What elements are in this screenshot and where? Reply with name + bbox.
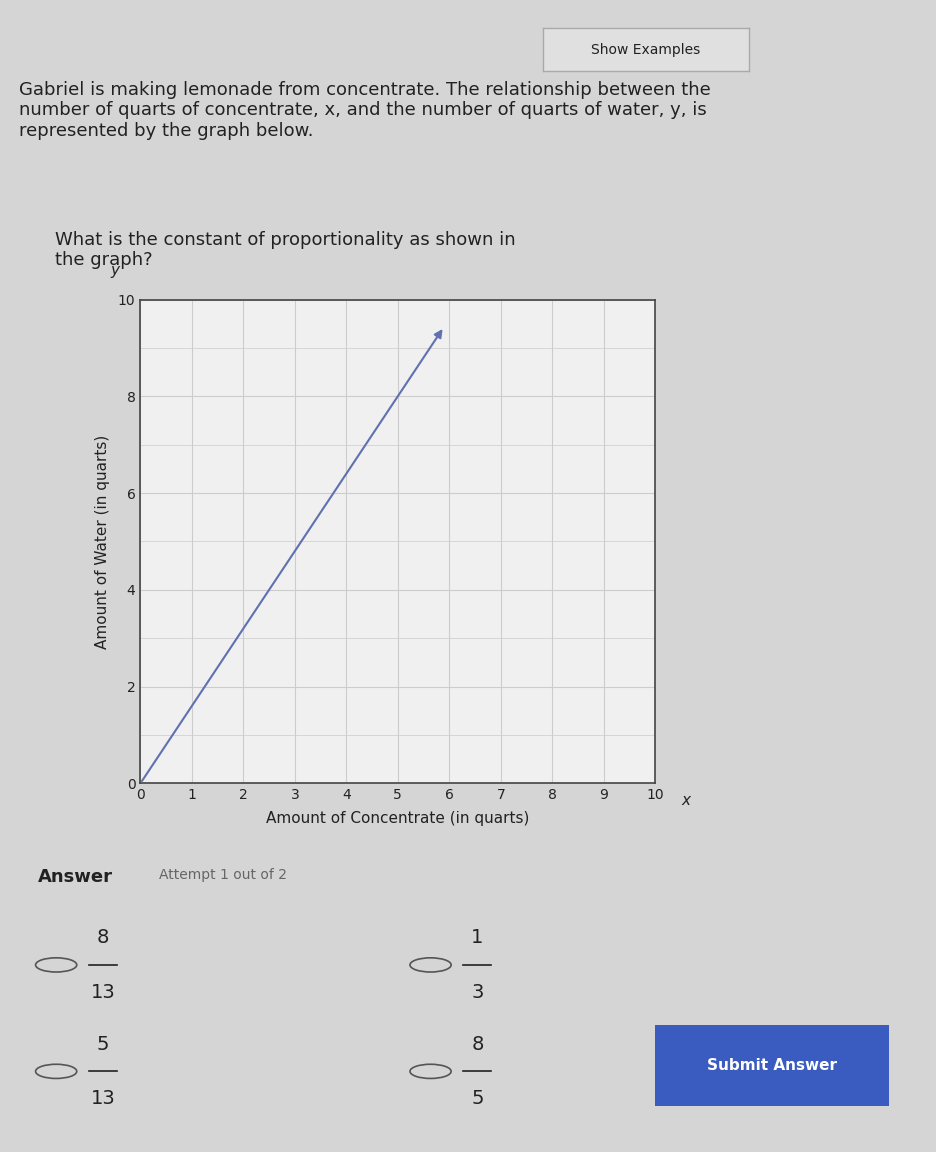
Text: 13: 13	[91, 983, 115, 1001]
X-axis label: Amount of Concentrate (in quarts): Amount of Concentrate (in quarts)	[266, 811, 530, 826]
Text: 3: 3	[471, 983, 484, 1001]
Text: Submit Answer: Submit Answer	[708, 1058, 837, 1074]
Text: 5: 5	[96, 1034, 110, 1054]
Y-axis label: Amount of Water (in quarts): Amount of Water (in quarts)	[95, 434, 110, 649]
Text: 5: 5	[471, 1089, 484, 1108]
Text: Attempt 1 out of 2: Attempt 1 out of 2	[159, 869, 287, 882]
Text: y: y	[110, 263, 119, 278]
Text: 8: 8	[471, 1034, 484, 1054]
Text: Show Examples: Show Examples	[592, 43, 700, 56]
Text: What is the constant of proportionality as shown in
the graph?: What is the constant of proportionality …	[54, 230, 516, 270]
Text: Gabriel is making lemonade from concentrate. The relationship between the
number: Gabriel is making lemonade from concentr…	[19, 81, 710, 141]
Text: 1: 1	[471, 929, 484, 947]
Text: 13: 13	[91, 1089, 115, 1108]
Text: 8: 8	[96, 929, 110, 947]
Text: x: x	[681, 793, 691, 808]
Text: Answer: Answer	[37, 869, 112, 886]
